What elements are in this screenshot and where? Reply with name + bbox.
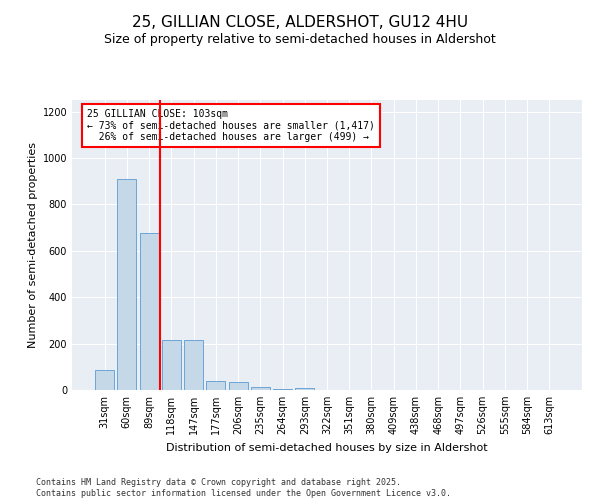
Bar (162, 340, 181, 390)
Bar (295, 388, 314, 390)
Text: 25, GILLIAN CLOSE, ALDERSHOT, GU12 4HU: 25, GILLIAN CLOSE, ALDERSHOT, GU12 4HU (132, 15, 468, 30)
Bar (229, 382, 248, 390)
Text: 25 GILLIAN CLOSE: 103sqm
← 73% of semi-detached houses are smaller (1,417)
  26%: 25 GILLIAN CLOSE: 103sqm ← 73% of semi-d… (88, 108, 375, 142)
Bar (118, 179, 136, 390)
Bar (206, 380, 225, 390)
X-axis label: Distribution of semi-detached houses by size in Aldershot: Distribution of semi-detached houses by … (166, 442, 488, 452)
Text: Contains HM Land Registry data © Crown copyright and database right 2025.
Contai: Contains HM Land Registry data © Crown c… (36, 478, 451, 498)
Text: Size of property relative to semi-detached houses in Aldershot: Size of property relative to semi-detach… (104, 32, 496, 46)
Bar (140, 234, 158, 390)
Bar (184, 340, 203, 390)
Bar (273, 389, 292, 390)
Bar (251, 386, 270, 390)
Bar (95, 370, 114, 390)
Y-axis label: Number of semi-detached properties: Number of semi-detached properties (28, 142, 38, 348)
